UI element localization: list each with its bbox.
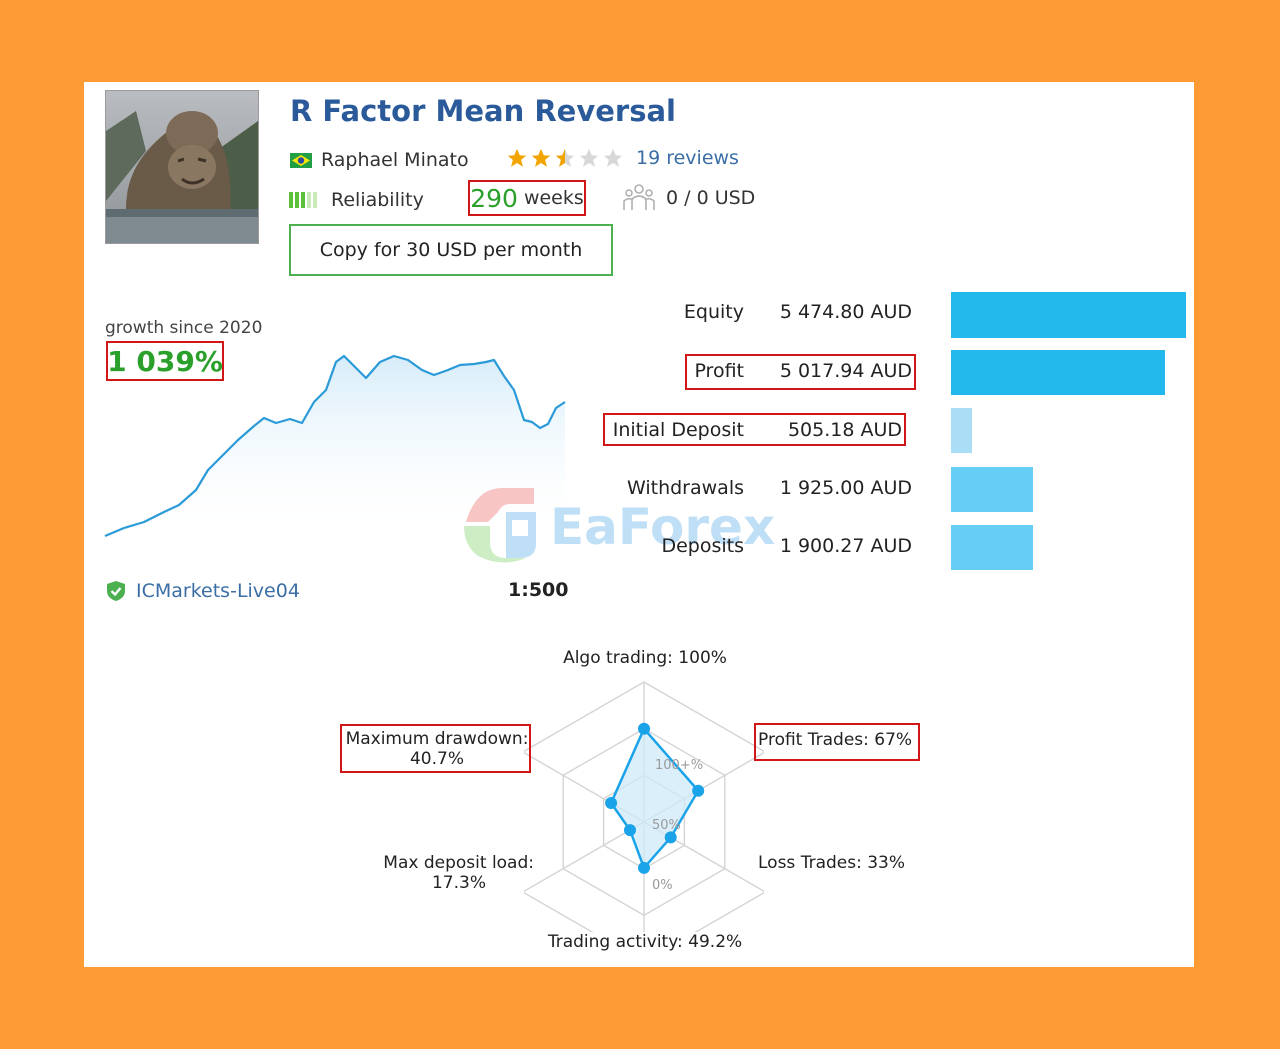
star-half-icon bbox=[555, 148, 575, 167]
growth-label: growth since 2020 bbox=[105, 318, 263, 338]
stat-value-profit: 5 017.94 AUD bbox=[779, 360, 912, 382]
reliability-label: Reliability bbox=[331, 189, 424, 211]
stat-bar-initial-deposit bbox=[951, 408, 972, 453]
stat-value-equity: 5 474.80 AUD bbox=[779, 301, 912, 323]
stat-label-initial-deposit: Initial Deposit bbox=[612, 419, 744, 441]
stat-bar-deposits bbox=[951, 525, 1033, 570]
radar-scale-0: 0% bbox=[652, 878, 673, 893]
radar-point-activity bbox=[638, 861, 650, 874]
star-empty-icon bbox=[579, 148, 599, 167]
radar-label-drawdown-line1: Maximum drawdown: bbox=[345, 729, 529, 749]
growth-chart bbox=[104, 354, 566, 540]
copy-subscribe-button[interactable]: Copy for 30 USD per month bbox=[289, 224, 613, 276]
radar-value-polygon bbox=[609, 726, 700, 871]
stat-bar-equity bbox=[951, 292, 1186, 338]
growth-value: 1 039% bbox=[106, 341, 224, 381]
radar-label-profit: Profit Trades: 67% bbox=[758, 730, 913, 750]
stat-label-deposits: Deposits bbox=[661, 535, 744, 557]
stat-value-deposits: 1 900.27 AUD bbox=[779, 535, 912, 557]
shield-check-icon bbox=[107, 581, 125, 601]
subscribers-value: 0 / 0 USD bbox=[666, 187, 756, 209]
stat-label-equity: Equity bbox=[683, 301, 744, 323]
signal-card: R Factor Mean Reversal Raphael Minato 19… bbox=[84, 82, 1194, 967]
deposit-highlight-box bbox=[603, 413, 906, 446]
reliability-bars-icon bbox=[289, 192, 319, 208]
author-row: Raphael Minato bbox=[290, 148, 469, 172]
weeks-value: 290 bbox=[470, 183, 518, 213]
profit-trades-highlight-box bbox=[754, 723, 920, 761]
radar-point-load bbox=[624, 824, 636, 837]
leverage-value: 1:500 bbox=[508, 579, 569, 601]
watermark-text: EaForex bbox=[550, 498, 775, 556]
star-full-icon bbox=[531, 148, 551, 167]
stat-bar-profit bbox=[951, 350, 1165, 395]
radar-axis-load bbox=[524, 821, 645, 893]
growth-chart-area bbox=[105, 356, 565, 540]
stat-bar-withdrawals bbox=[951, 467, 1033, 512]
radar-label-drawdown-line2: 40.7% bbox=[409, 749, 464, 769]
radar-points bbox=[605, 722, 705, 874]
author-name[interactable]: Raphael Minato bbox=[321, 149, 469, 171]
radar-label-load: Max deposit load: 17.3% bbox=[354, 853, 534, 893]
eaforex-watermark-logo: EaForex bbox=[464, 488, 775, 563]
radar-scale-50: 50% bbox=[652, 818, 681, 833]
broker-server[interactable]: ICMarkets-Live04 bbox=[136, 580, 300, 602]
radar-label-loss: Loss Trades: 33% bbox=[758, 853, 906, 873]
radar-point-profit bbox=[692, 784, 705, 797]
radar-point-algo bbox=[638, 722, 650, 735]
radar-label-drawdown: Maximum drawdown: 40.7% bbox=[342, 729, 532, 769]
radar-scale-100: 100+% bbox=[655, 758, 703, 773]
subscribers-icon bbox=[623, 184, 655, 210]
radar-label-load-line1: Max deposit load: bbox=[383, 853, 534, 873]
stat-value-initial-deposit: 505.18 AUD bbox=[787, 419, 902, 441]
growth-chart-line bbox=[104, 354, 566, 538]
stat-label-profit: Profit bbox=[694, 360, 744, 382]
subscribers-row: 0 / 0 USD bbox=[622, 182, 755, 214]
star-empty-icon bbox=[603, 148, 623, 167]
drawdown-highlight-box bbox=[340, 724, 531, 773]
radar-point-loss bbox=[664, 831, 677, 844]
author-avatar[interactable] bbox=[105, 90, 259, 244]
reviews-link[interactable]: 19 reviews bbox=[636, 147, 739, 169]
brazil-flag-icon bbox=[290, 152, 312, 168]
radar-label-algo: Algo trading: 100% bbox=[563, 648, 727, 668]
server-row: ICMarkets-Live04 bbox=[105, 579, 300, 603]
rating-stars: 19 reviews bbox=[506, 146, 739, 170]
profit-highlight-box bbox=[685, 354, 916, 390]
radar-label-load-line2: 17.3% bbox=[431, 873, 486, 893]
signal-title[interactable]: R Factor Mean Reversal bbox=[290, 94, 676, 128]
radar-chart: 100+% 50% 0% bbox=[524, 681, 764, 932]
stat-value-withdrawals: 1 925.00 AUD bbox=[779, 477, 912, 499]
weeks-badge: 290 weeks bbox=[468, 180, 586, 216]
stat-label-withdrawals: Withdrawals bbox=[626, 477, 744, 499]
radar-label-activity: Trading activity: 49.2% bbox=[547, 932, 743, 952]
radar-point-drawdown bbox=[605, 797, 618, 809]
star-full-icon bbox=[507, 148, 527, 167]
weeks-unit: weeks bbox=[523, 187, 584, 209]
reliability-row: Reliability bbox=[289, 188, 424, 212]
